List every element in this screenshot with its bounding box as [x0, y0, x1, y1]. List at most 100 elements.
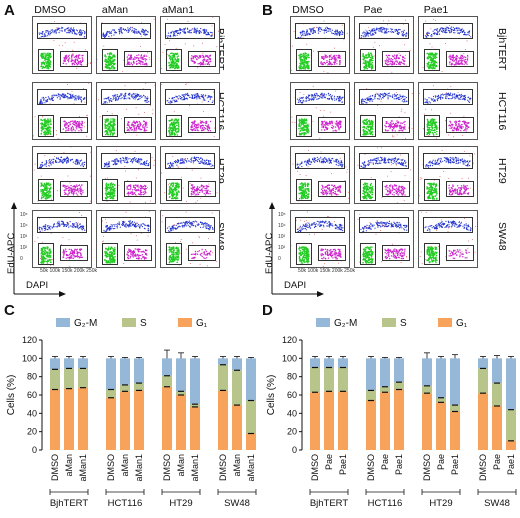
facs-dot	[132, 184, 135, 187]
facs-dot	[111, 226, 113, 228]
facs-dot	[134, 157, 136, 159]
facs-dot	[47, 124, 50, 126]
facs-dot	[80, 255, 82, 257]
facs-dot	[109, 132, 112, 135]
facs-dot	[113, 194, 116, 197]
facs-dot	[44, 258, 47, 260]
facs-dot	[148, 229, 150, 231]
facs-dot	[207, 265, 208, 267]
facs-dot	[179, 226, 181, 228]
gate-g1	[166, 243, 182, 265]
facs-dot	[141, 191, 143, 193]
facs-dot	[47, 96, 49, 98]
facs-dot	[174, 34, 176, 36]
facs-dot	[197, 157, 199, 159]
facs-dot	[147, 229, 149, 231]
facs-dot	[176, 249, 178, 252]
facs-dot	[42, 33, 44, 35]
facs-dot	[105, 247, 107, 250]
facs-dot	[174, 57, 176, 60]
gate-g1	[166, 115, 182, 137]
facs-dot	[206, 224, 208, 226]
facs-dot	[65, 95, 67, 97]
facs-dot	[146, 249, 148, 252]
facs-dot	[196, 186, 199, 188]
facs-dot	[64, 96, 66, 98]
facs-dot	[55, 94, 57, 96]
facs-dot	[144, 34, 146, 36]
facs-dot	[191, 157, 193, 159]
facs-dot	[72, 53, 74, 55]
facs-dot	[113, 123, 116, 125]
facs-dot	[40, 258, 42, 259]
facs-dot	[81, 127, 83, 129]
facs-dot	[114, 187, 116, 190]
facs-dot	[50, 186, 52, 189]
facs-dot	[126, 108, 128, 110]
facs-dot	[185, 211, 187, 213]
facs-dot	[42, 191, 44, 193]
facs-dot	[126, 157, 128, 159]
facs-dot	[73, 192, 75, 194]
facs-dot	[80, 64, 83, 66]
facs-dot	[73, 256, 75, 258]
facs-dot	[175, 59, 177, 61]
facs-dot	[69, 120, 72, 123]
gate-g2	[124, 51, 152, 67]
facs-dot	[81, 193, 83, 195]
facs-dot	[176, 164, 178, 166]
facs-dot	[45, 182, 48, 185]
facs-dot	[80, 101, 82, 103]
facs-dot	[192, 160, 194, 162]
facs-dot	[186, 98, 188, 100]
facs-dot	[166, 227, 169, 229]
facs-dot	[80, 248, 82, 250]
facs-dot	[77, 98, 79, 100]
facs-dot	[43, 189, 45, 191]
facs-dot	[192, 253, 194, 255]
facs-dot	[111, 29, 113, 31]
facs-dot	[138, 31, 140, 33]
facs-dot	[178, 248, 180, 251]
facs-dot	[176, 197, 179, 199]
facs-dot	[140, 95, 142, 97]
facs-dot	[104, 165, 106, 167]
facs-dot	[215, 260, 217, 262]
facs-dot	[44, 224, 46, 226]
facs-dot	[110, 253, 112, 256]
facs-dot	[45, 125, 47, 127]
facs-dot	[41, 253, 44, 256]
facs-dot	[173, 253, 176, 255]
facs-dot	[197, 96, 199, 98]
facs-dot	[43, 251, 46, 254]
facs-dot	[206, 34, 209, 36]
facs-dot	[48, 252, 51, 255]
facs-dot	[42, 262, 45, 264]
facs-dot	[204, 95, 206, 97]
facs-dot	[171, 59, 173, 61]
facs-dot	[127, 58, 129, 60]
facs-dot	[114, 159, 116, 161]
facs-dot	[54, 94, 56, 96]
facs-dot	[172, 61, 174, 63]
facs-dot	[201, 191, 204, 193]
facs-dot	[75, 160, 77, 162]
facs-dot	[179, 96, 181, 98]
facs-dot	[176, 60, 179, 63]
facs-dot	[186, 220, 188, 222]
facs-dot	[71, 120, 73, 122]
facs-dot	[127, 62, 129, 64]
facs-dot	[131, 29, 134, 31]
facs-dot	[48, 225, 50, 227]
facs-dot	[112, 248, 115, 250]
facs-dot	[183, 98, 185, 100]
facs-dot	[78, 228, 80, 230]
facs-dot	[106, 60, 109, 62]
facs-dot	[61, 223, 63, 225]
facs-dot	[171, 119, 173, 122]
facs-dot	[76, 58, 78, 60]
facs-dot	[122, 157, 125, 159]
facs-dot	[47, 183, 49, 186]
facs-dot	[71, 29, 73, 31]
facs-dot	[171, 122, 173, 124]
